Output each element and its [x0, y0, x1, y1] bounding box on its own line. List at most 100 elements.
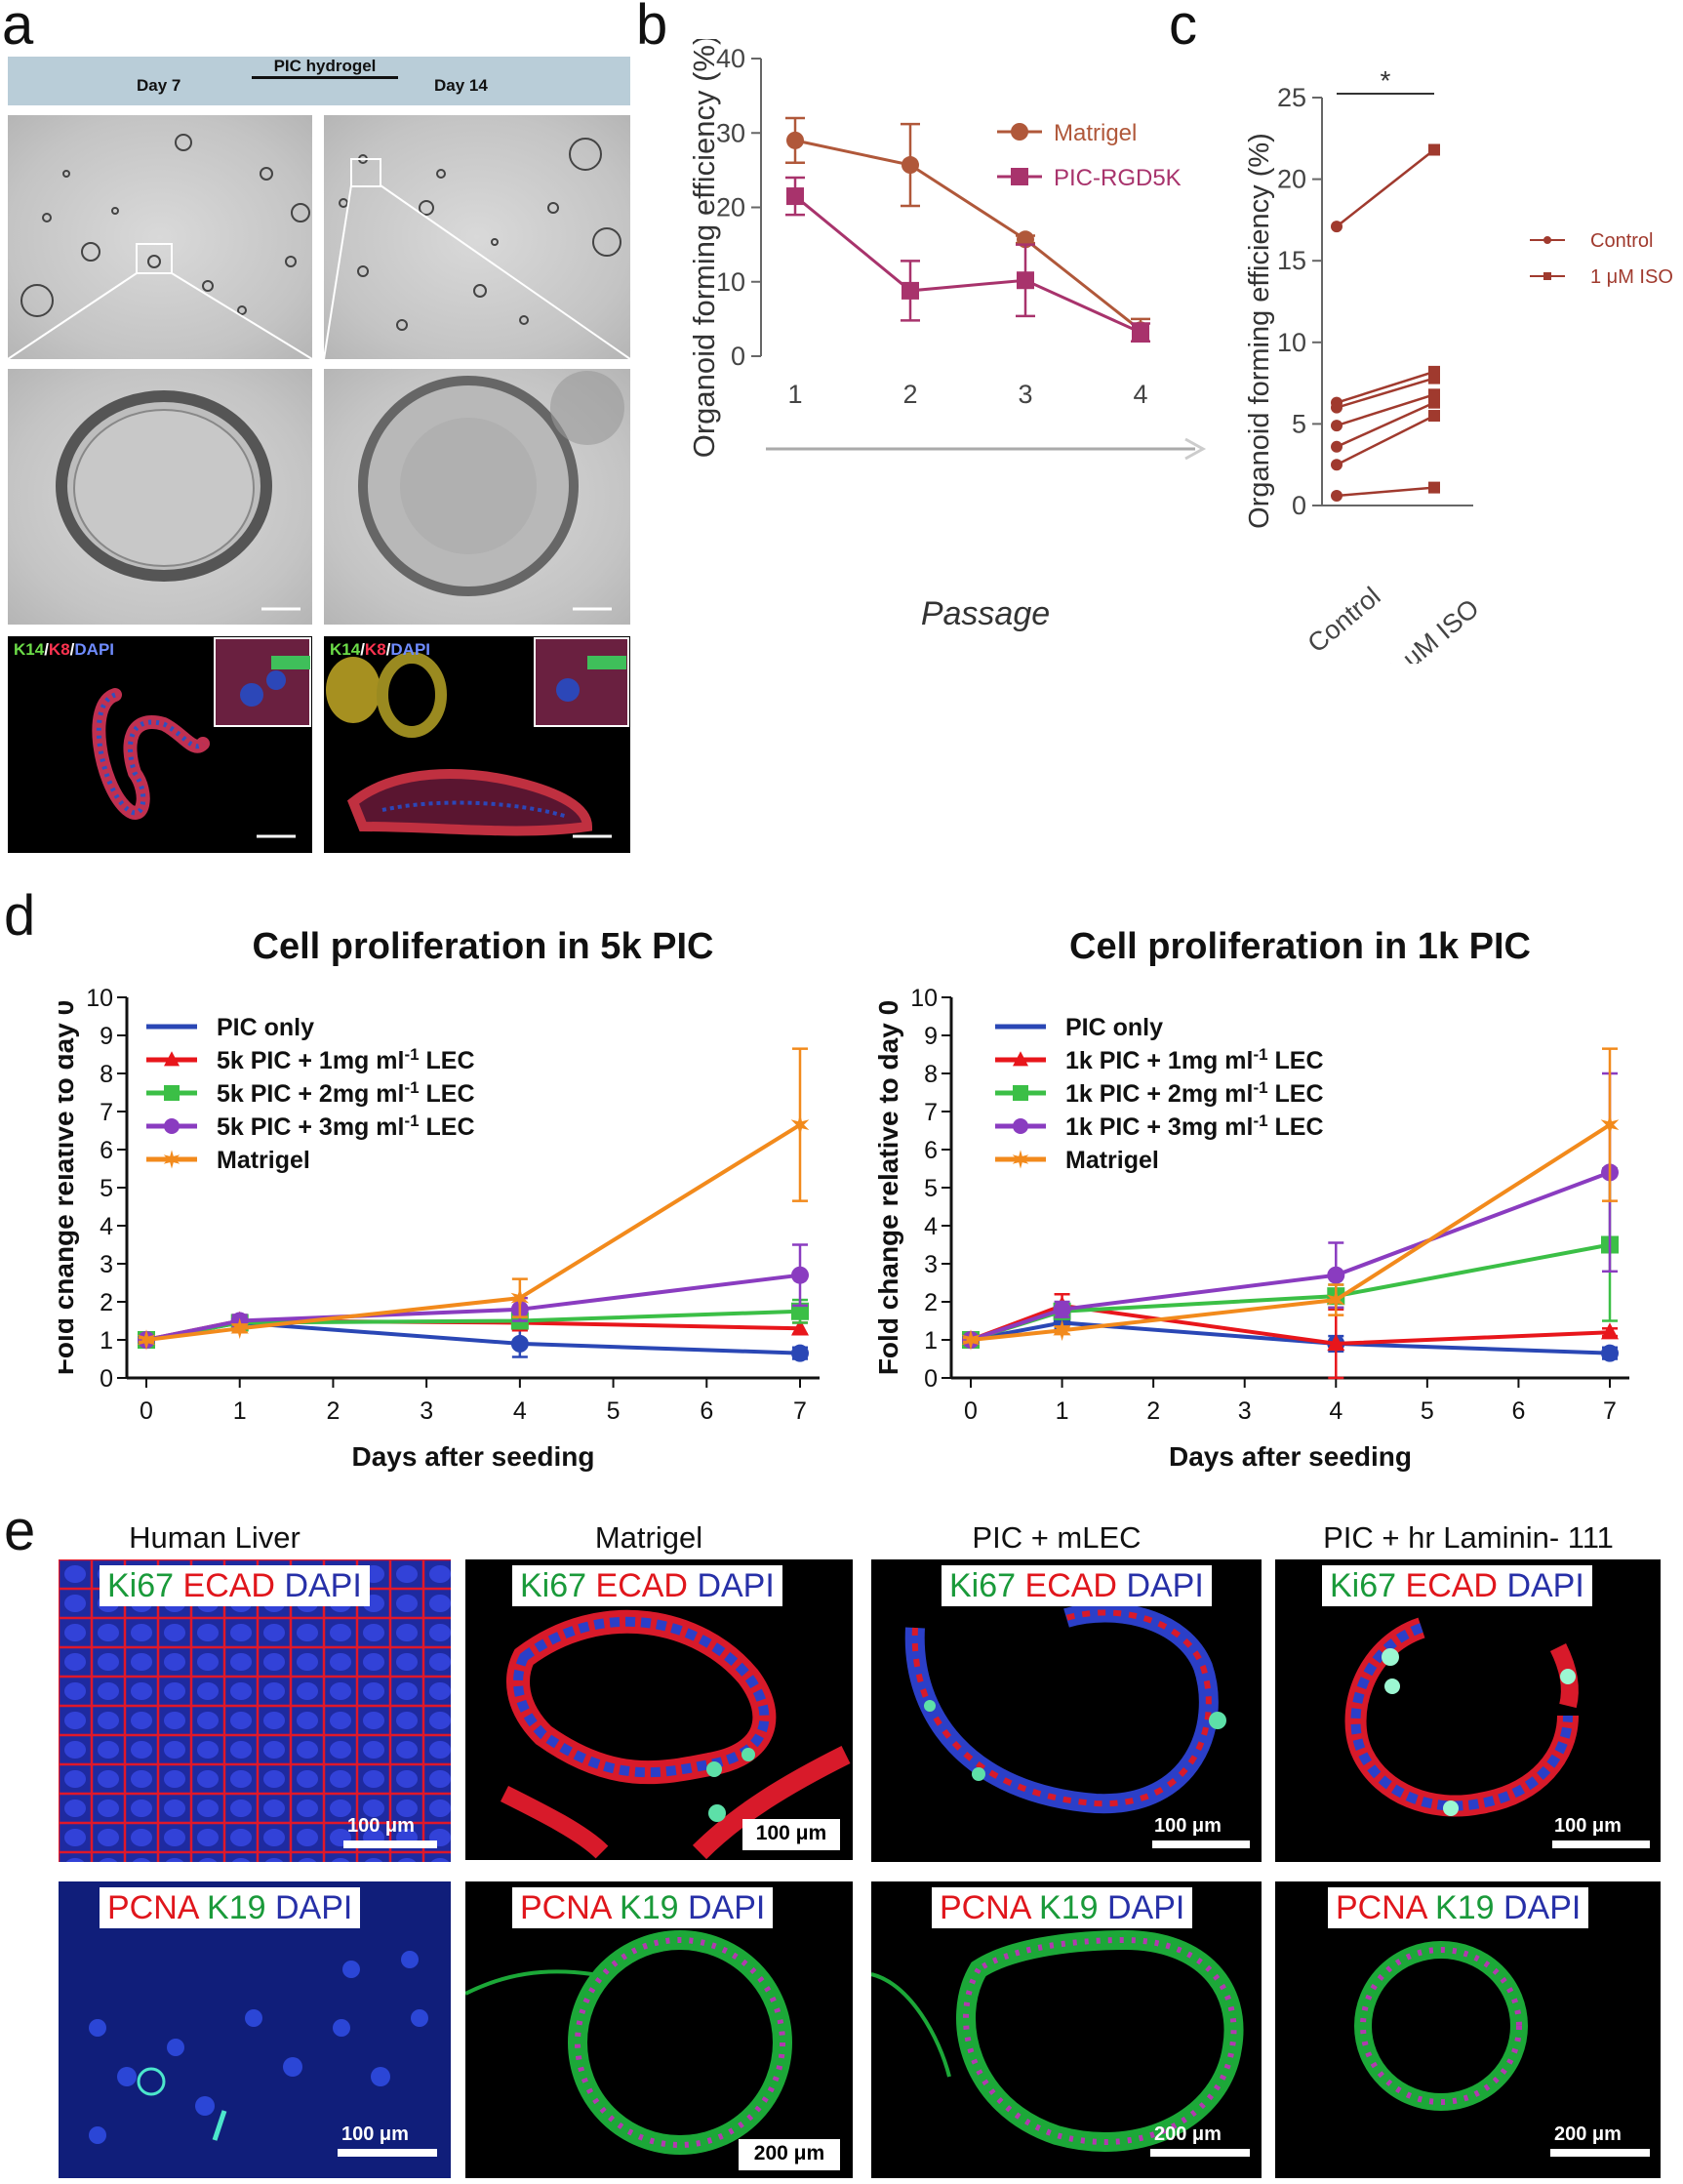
y-axis-label: Organoid forming efficiency (%): [1244, 133, 1275, 529]
series-line-1k-pic-3mg-ml-1-lec: [970, 1170, 1611, 1342]
panel-e-letter: e: [4, 1499, 36, 1562]
pair-line: [1336, 414, 1435, 466]
control-point: [1331, 221, 1342, 233]
scale-bar: [1150, 2149, 1250, 2157]
y-tick-label: 25: [1277, 83, 1306, 112]
pair-line: [1336, 486, 1435, 498]
y-tick-label: 10: [910, 985, 938, 1012]
y-tick-label: 8: [100, 1061, 113, 1088]
y-tick-label: 5: [1292, 409, 1306, 438]
y-tick-label: 1: [924, 1327, 938, 1355]
iso-point: [1428, 481, 1440, 494]
legend-marker: [164, 1051, 180, 1067]
pair-line: [1336, 148, 1435, 228]
data-point-5k-pic-3mg-ml-1-lec: [791, 1266, 809, 1284]
data-point-pic-rgd5k: [902, 281, 919, 300]
x-axis-label: Days after seeding: [1169, 1441, 1412, 1472]
panel-b-letter: b: [636, 0, 668, 57]
data-point-matrigel: [1326, 1289, 1345, 1311]
x-tick-label: 6: [1511, 1397, 1525, 1425]
y-axis-label: Fold change relative to day 0: [873, 1000, 903, 1375]
y-tick-label: 6: [924, 1137, 938, 1164]
x-tick-label: 1 μM ISO: [1381, 593, 1485, 664]
x-axis-label: Days after seeding: [352, 1441, 595, 1472]
scale-bar: [1552, 1840, 1650, 1848]
data-point-matrigel: [230, 1317, 250, 1340]
ki67-human-liver: Ki67 ECAD DAPI 100 μm: [59, 1559, 451, 1862]
x-tick-label: 2: [902, 380, 917, 409]
legend-marker: [1013, 1118, 1028, 1134]
legend-marker: [1013, 1051, 1028, 1067]
control-point: [1331, 440, 1342, 453]
y-tick-label: 2: [100, 1289, 113, 1316]
stain-legend-day14: K14/K8/DAPI: [330, 640, 431, 659]
data-point-matrigel: [1600, 1113, 1620, 1136]
legend-label: Matrigel: [1054, 120, 1137, 146]
data-point-1k-pic-1mg-ml-1-lec: [1327, 1334, 1345, 1352]
y-tick-label: 9: [100, 1023, 113, 1050]
y-tick-label: 4: [924, 1213, 938, 1240]
series-line-matrigel: [970, 1122, 1612, 1342]
stain-label-ki67-matrigel: Ki67 ECAD DAPI: [512, 1565, 782, 1606]
y-tick-label: 9: [924, 1023, 938, 1050]
brightfield-day14-organoid: [324, 369, 630, 625]
legend-label: Matrigel: [1065, 1147, 1159, 1174]
panel-a-header: [8, 57, 630, 105]
series-line-matrigel: [145, 1122, 802, 1342]
legend-marker: [1011, 168, 1028, 185]
legend-label: 5k PIC + 3mg ml-1 LEC: [217, 1112, 475, 1141]
pair-line: [1336, 393, 1435, 427]
scale-bar: [338, 2149, 437, 2157]
data-point-pic-only: [510, 1334, 529, 1353]
legend-marker: [163, 1150, 180, 1169]
y-tick-label: 3: [924, 1251, 938, 1278]
legend-label: 1 μM ISO: [1590, 266, 1673, 288]
column-title-pic-laminin: PIC + hr Laminin- 111: [1323, 1520, 1614, 1555]
scale-label: 200 μm: [1154, 2123, 1222, 2145]
y-tick-label: 2: [924, 1289, 938, 1316]
panel-c-letter: c: [1169, 0, 1197, 57]
control-point: [1331, 459, 1342, 471]
y-axis-label: Organoid forming efficiency (%): [687, 39, 721, 458]
y-tick-label: 4: [100, 1213, 113, 1240]
stain-label-pcna-matrigel: PCNA K19 DAPI: [512, 1887, 774, 1928]
data-point-5k-pic-1mg-ml-1-lec: [791, 1318, 809, 1336]
stain-label-ki67-laminin: Ki67 ECAD DAPI: [1322, 1565, 1592, 1606]
legend-marker: [1543, 236, 1551, 244]
data-point-pic-only: [1601, 1344, 1619, 1362]
panel-a-day14-label: Day 14: [434, 76, 488, 95]
y-tick-label: 10: [716, 267, 745, 297]
x-tick-label: 3: [420, 1397, 433, 1425]
scale-label: 100 μm: [1554, 1815, 1622, 1837]
x-tick-label: 4: [513, 1397, 527, 1425]
pair-line: [1336, 370, 1435, 404]
x-tick-label: 1: [233, 1397, 247, 1425]
y-tick-label: 30: [716, 118, 745, 147]
scale-bar: [1550, 2149, 1650, 2157]
legend-marker: [1543, 272, 1551, 280]
x-tick-label: 1: [787, 380, 802, 409]
control-point: [1331, 420, 1342, 432]
x-tick-label: 2: [1146, 1397, 1160, 1425]
y-tick-label: 1: [100, 1327, 113, 1355]
iso-point: [1428, 143, 1440, 156]
chart-d-left: Cell proliferation in 5k PIC012345678910…: [59, 926, 820, 1472]
data-point-matrigel: [790, 1113, 810, 1136]
x-tick-label: 6: [700, 1397, 713, 1425]
series-line-pic-only: [970, 1320, 1611, 1355]
data-point-1k-pic-3mg-ml-1-lec: [1053, 1300, 1071, 1318]
legend-label: Control: [1590, 230, 1653, 252]
stain-label-pcna-mlec: PCNA K19 DAPI: [932, 1887, 1193, 1928]
data-point-5k-pic-2mg-ml-1-lec: [791, 1302, 809, 1320]
control-point: [1331, 401, 1342, 414]
scale-bar: [1152, 1840, 1250, 1848]
scale-box: 200 μm: [739, 2139, 840, 2170]
y-tick-label: 7: [924, 1099, 938, 1126]
legend-marker: [164, 1085, 180, 1101]
scale-label: 100 μm: [1154, 1815, 1222, 1837]
x-tick-label: 5: [1421, 1397, 1434, 1425]
legend-label: 5k PIC + 2mg ml-1 LEC: [217, 1078, 475, 1108]
data-point-pic-only: [791, 1344, 809, 1362]
data-point-matrigel: [902, 156, 919, 175]
